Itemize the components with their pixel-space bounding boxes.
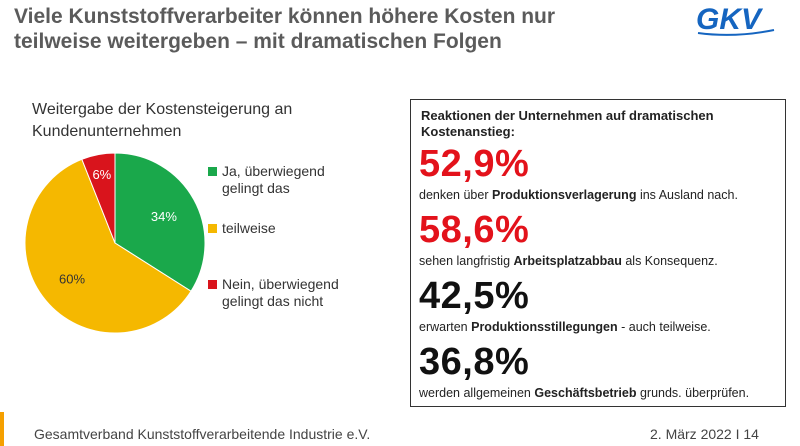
reaction-text-post: ins Ausland nach.	[636, 188, 738, 202]
logo-swoosh	[697, 29, 775, 36]
gkv-logo-text: GKV	[696, 3, 764, 36]
reaction-text-pre: sehen langfristig	[419, 254, 514, 268]
slide-title-line-2: teilweise weitergeben – mit dramatischen…	[14, 30, 502, 53]
pie-slice-nein	[81, 152, 116, 244]
reaction-text-post: grunds. überprüfen.	[636, 386, 750, 400]
reaction-text-bold: Arbeitsplatzabbau	[513, 254, 622, 268]
reaction-text-bold: Produktionsstillegungen	[471, 320, 618, 334]
reaction-text-pre: denken über	[419, 188, 492, 202]
reaction-text-bold: Geschäftsbetrieb	[534, 386, 637, 400]
reaction-text-post: als Konsequenz.	[621, 254, 718, 268]
reactions-heading-line-2: Kostenanstieg:	[421, 124, 515, 139]
legend-swatch-teilweise	[208, 224, 217, 233]
chart-title-line-2: Kundenunternehmen	[32, 123, 182, 140]
footer-organization: Gesamtverband Kunststoffverarbeitende In…	[34, 426, 371, 442]
pie-label-ja: 34%	[151, 209, 177, 224]
pie-slice-ja	[114, 152, 206, 292]
footer-date-page: 2. März 2022 I 14	[650, 426, 759, 442]
legend-label-ja-line-2: gelingt das	[222, 180, 290, 196]
legend-item-ja: Ja, überwiegend gelingt das	[208, 163, 325, 197]
pie-label-nein: 6%	[92, 167, 111, 182]
reaction-item-4: 36,8% werden allgemeinen Geschäftsbetrie…	[419, 342, 781, 401]
reaction-text-bold: Produktionsverlagerung	[491, 188, 637, 202]
reaction-value: 36,8%	[419, 341, 530, 383]
pie-label-teilweise: 60%	[59, 272, 85, 287]
reaction-item-3: 42,5% erwarten Produktionsstillegungen -…	[419, 276, 781, 335]
chart-title-line-1: Weitergabe der Kostensteigerung an	[32, 101, 293, 118]
legend-label-ja-line-1: Ja, überwiegend	[222, 163, 325, 179]
pie-slice-teilweise	[24, 158, 192, 334]
reaction-value: 42,5%	[419, 275, 530, 317]
reactions-heading-line-1: Reaktionen der Unternehmen auf dramatisc…	[421, 108, 714, 123]
reaction-item-1: 52,9% denken über Produktionsverlagerung…	[419, 144, 781, 203]
legend-item-nein: Nein, überwiegend gelingt das nicht	[208, 276, 339, 310]
chart-title: Weitergabe der Kostensteigerung an Kunde…	[32, 99, 332, 143]
legend-label-nein-line-1: Nein, überwiegend	[222, 276, 339, 292]
slide-title: Viele Kunststoffverarbeiter können höher…	[14, 4, 654, 54]
pie-chart: 34% 60% 6%	[24, 152, 206, 334]
legend-swatch-ja	[208, 167, 217, 176]
gkv-logo: GKV	[696, 3, 775, 36]
reaction-text: werden allgemeinen Geschäftsbetrieb grun…	[419, 385, 781, 401]
reaction-text-pre: werden allgemeinen	[419, 386, 535, 400]
reaction-text: erwarten Produktionsstillegungen - auch …	[419, 319, 781, 335]
reactions-box: Reaktionen der Unternehmen auf dramatisc…	[410, 99, 786, 407]
legend-swatch-nein	[208, 280, 217, 289]
reaction-item-2: 58,6% sehen langfristig Arbeitsplatzabba…	[419, 210, 781, 269]
footer-accent-bar	[0, 412, 4, 446]
reaction-text: sehen langfristig Arbeitsplatzabbau als …	[419, 253, 781, 269]
legend-label-teilweise: teilweise	[222, 220, 276, 236]
reactions-heading: Reaktionen der Unternehmen auf dramatisc…	[421, 108, 771, 140]
legend-item-teilweise: teilweise	[208, 220, 276, 237]
reaction-value: 52,9%	[419, 143, 530, 185]
legend-label-nein-line-2: gelingt das nicht	[222, 293, 324, 309]
reaction-text: denken über Produktionsverlagerung ins A…	[419, 187, 781, 203]
reaction-text-pre: erwarten	[419, 320, 472, 334]
reaction-text-post: - auch teilweise.	[617, 320, 711, 334]
slide-title-line-1: Viele Kunststoffverarbeiter können höher…	[14, 5, 556, 28]
reaction-value: 58,6%	[419, 209, 530, 251]
